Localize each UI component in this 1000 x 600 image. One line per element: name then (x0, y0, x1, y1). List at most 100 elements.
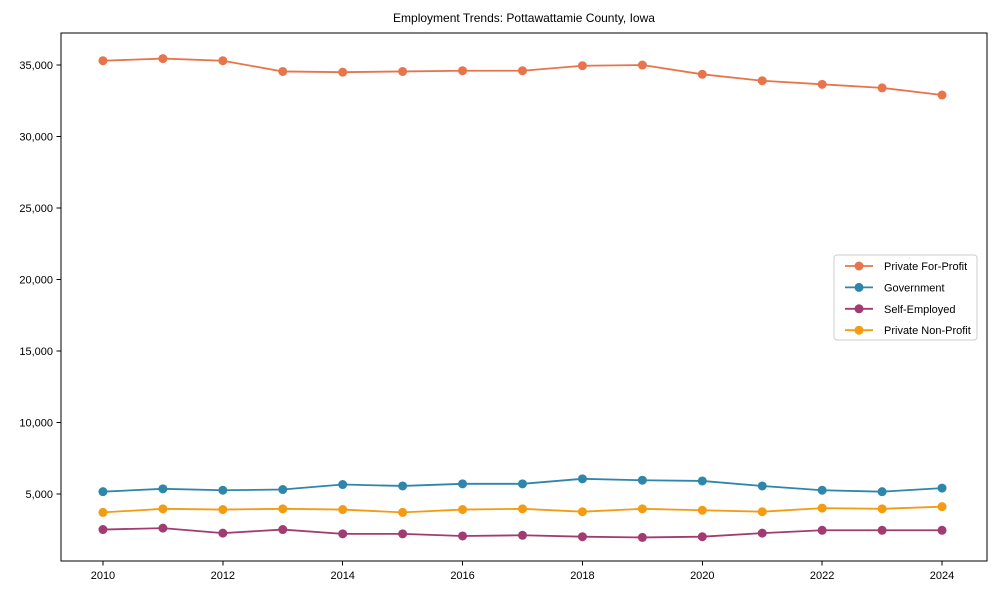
legend-entry-private-for-profit: Private For-Profit (845, 261, 967, 273)
data-point-private-non-profit (458, 505, 468, 515)
data-point-self-employed (937, 525, 947, 535)
legend-swatch-marker (854, 261, 864, 271)
legend-label: Government (884, 282, 945, 294)
x-axis: 2010 2012 2014 2016 2018 2020 2022 2024 (91, 561, 954, 582)
data-point-government (458, 479, 468, 489)
x-tick-label: 2018 (570, 570, 594, 582)
series-private-for-profit (98, 54, 947, 100)
data-point-self-employed (158, 523, 168, 533)
series-private-non-profit (98, 502, 947, 517)
x-tick-label: 2016 (450, 570, 474, 582)
data-point-private-for-profit (637, 60, 647, 70)
data-point-government (817, 485, 827, 495)
data-point-private-for-profit (757, 76, 767, 86)
data-point-self-employed (697, 532, 707, 542)
y-tick-label: 20,000 (19, 274, 53, 286)
data-point-private-for-profit (518, 66, 528, 76)
data-point-private-non-profit (158, 504, 168, 514)
data-point-self-employed (577, 532, 587, 542)
data-point-government (757, 481, 767, 491)
data-point-government (518, 479, 528, 489)
legend-entry-private-non-profit: Private Non-Profit (845, 325, 971, 337)
data-point-private-non-profit (877, 504, 887, 514)
y-tick-label: 25,000 (19, 203, 53, 215)
x-tick-label: 2012 (211, 570, 235, 582)
legend-entry-self-employed: Self-Employed (845, 304, 956, 316)
data-point-self-employed (817, 525, 827, 535)
y-tick-label: 30,000 (19, 131, 53, 143)
data-point-private-non-profit (278, 504, 288, 514)
plot-border (60, 32, 988, 562)
legend-swatch-marker (854, 304, 864, 314)
data-point-government (398, 481, 408, 491)
data-point-self-employed (278, 525, 288, 535)
y-tick-label: 10,000 (19, 417, 53, 429)
data-point-self-employed (98, 525, 108, 535)
data-point-private-non-profit (398, 507, 408, 517)
data-point-private-for-profit (98, 56, 108, 66)
data-point-private-for-profit (158, 54, 168, 64)
data-point-private-for-profit (877, 83, 887, 93)
data-point-self-employed (637, 532, 647, 542)
legend-swatch-marker (854, 325, 864, 335)
series-self-employed (98, 523, 947, 542)
x-tick-label: 2024 (930, 570, 954, 582)
legend-label: Self-Employed (884, 304, 956, 316)
data-point-private-non-profit (518, 504, 528, 514)
data-point-government (338, 480, 348, 490)
legend-entry-government: Government (845, 282, 945, 294)
chart-title: Employment Trends: Pottawattamie County,… (393, 11, 655, 25)
legend: Private For-Profit Government Self-Employe… (833, 254, 978, 341)
data-point-private-for-profit (218, 56, 228, 66)
data-point-private-for-profit (697, 69, 707, 79)
data-point-private-for-profit (278, 66, 288, 76)
data-point-self-employed (877, 525, 887, 535)
data-point-government (937, 483, 947, 493)
axes: 2010 2012 2014 2016 2018 2020 2022 2024 5,000 10,… (19, 32, 988, 582)
data-point-government (577, 474, 587, 484)
data-point-private-non-profit (817, 503, 827, 513)
legend-swatch-marker (854, 282, 864, 292)
legend-label: Private Non-Profit (884, 325, 971, 337)
y-tick-label: 15,000 (19, 346, 53, 358)
data-point-self-employed (458, 531, 468, 541)
data-point-self-employed (338, 529, 348, 539)
data-point-private-non-profit (697, 505, 707, 515)
data-point-private-non-profit (218, 505, 228, 515)
series-line-private-for-profit (102, 57, 943, 96)
data-point-self-employed (757, 528, 767, 538)
data-point-self-employed (398, 529, 408, 539)
data-point-government (278, 485, 288, 495)
data-point-private-for-profit (338, 67, 348, 77)
data-point-self-employed (218, 528, 228, 538)
data-point-government (877, 487, 887, 497)
data-point-government (697, 476, 707, 486)
data-point-private-for-profit (577, 61, 587, 71)
x-tick-label: 2010 (91, 570, 115, 582)
data-point-government (637, 475, 647, 485)
data-point-private-for-profit (937, 90, 947, 100)
y-axis: 5,000 10,000 15,000 20,000 25,000 30,000 35,00… (19, 60, 61, 501)
series-government (98, 474, 947, 497)
data-point-private-non-profit (757, 507, 767, 517)
data-point-government (98, 487, 108, 497)
data-point-private-non-profit (338, 505, 348, 515)
data-point-private-non-profit (637, 504, 647, 514)
data-point-private-non-profit (98, 507, 108, 517)
y-tick-label: 5,000 (25, 489, 53, 501)
x-tick-label: 2020 (690, 570, 714, 582)
legend-box (833, 254, 978, 341)
x-tick-label: 2022 (810, 570, 834, 582)
data-point-private-for-profit (817, 79, 827, 89)
legend-label: Private For-Profit (884, 261, 967, 273)
x-tick-label: 2014 (330, 570, 354, 582)
data-point-government (158, 484, 168, 494)
data-point-government (218, 485, 228, 495)
data-point-private-for-profit (398, 66, 408, 76)
data-point-private-non-profit (577, 507, 587, 517)
data-point-self-employed (518, 530, 528, 540)
data-point-private-non-profit (937, 502, 947, 512)
data-point-private-for-profit (458, 66, 468, 76)
